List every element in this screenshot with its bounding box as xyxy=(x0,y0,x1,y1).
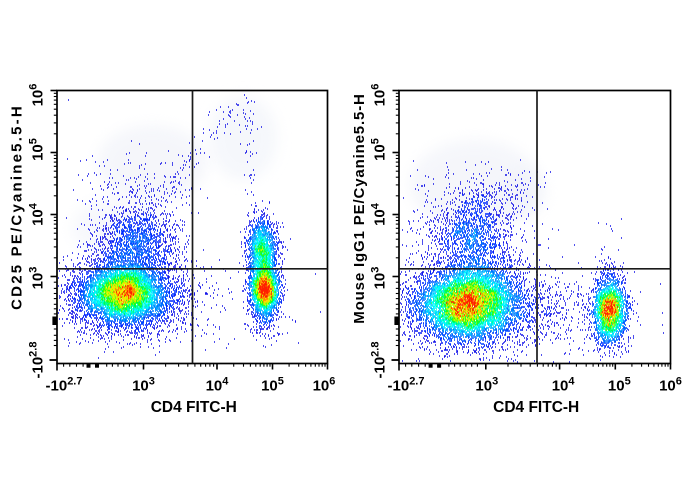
svg-text:-102.8: -102.8 xyxy=(370,342,389,379)
svg-text:Mouse IgG1 PE/Cyanine5.5-H: Mouse IgG1 PE/Cyanine5.5-H xyxy=(351,93,368,324)
svg-text:CD25 PE/Cyanine5.5-H: CD25 PE/Cyanine5.5-H xyxy=(9,104,26,310)
svg-text:CD4 FITC-H: CD4 FITC-H xyxy=(151,399,237,416)
svg-text:CD4 FITC-H: CD4 FITC-H xyxy=(493,399,579,416)
